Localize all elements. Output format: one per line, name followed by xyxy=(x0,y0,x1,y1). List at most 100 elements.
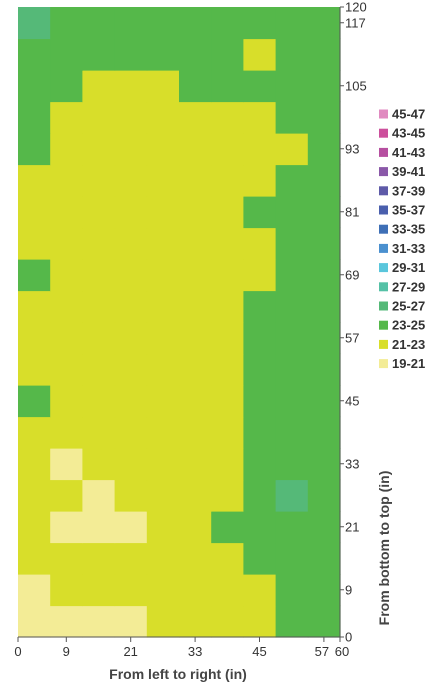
legend: 45-47 43-45 41-43 39-41 37-39 35-37 33-35 31-33… xyxy=(379,107,425,371)
heatmap-cell xyxy=(179,448,212,481)
heatmap-cell xyxy=(82,101,116,134)
heatmap-cell xyxy=(18,353,51,386)
heatmap-cell xyxy=(179,511,212,544)
heatmap-cell xyxy=(275,542,309,575)
heatmap-cell xyxy=(211,227,244,260)
heatmap-cell xyxy=(114,542,148,575)
heatmap-cell xyxy=(18,416,51,449)
heatmap-cell xyxy=(50,38,83,71)
heatmap-cell xyxy=(275,101,309,134)
heatmap-cell xyxy=(114,574,148,607)
heatmap-cell xyxy=(114,196,148,229)
heatmap-cell xyxy=(179,7,212,40)
heatmap-cell xyxy=(307,70,341,103)
legend-swatch xyxy=(379,167,388,177)
legend-label: 35-37 xyxy=(392,203,425,218)
heatmap-cell xyxy=(146,385,180,418)
heatmap-cell xyxy=(114,38,148,71)
heatmap-cell xyxy=(243,511,277,544)
heatmap-cell xyxy=(243,227,277,260)
heatmap-cell xyxy=(275,70,309,103)
heatmap-cell xyxy=(82,511,116,544)
heatmap-cell xyxy=(275,353,309,386)
heatmap-cell xyxy=(243,290,277,323)
heatmap-cell xyxy=(211,574,244,607)
heatmap-cell xyxy=(82,164,116,197)
heatmap-cell xyxy=(275,605,309,638)
heatmap-cell xyxy=(114,290,148,323)
heatmap-cell xyxy=(307,385,341,418)
heatmap-cell xyxy=(307,322,341,355)
heatmap-cell xyxy=(146,574,180,607)
heatmap-cell xyxy=(82,448,116,481)
heatmap-cell xyxy=(275,164,309,197)
legend-label: 27-29 xyxy=(392,279,425,294)
heatmap-cell xyxy=(50,322,83,355)
legend-swatch xyxy=(379,263,388,273)
heatmap-cell xyxy=(82,416,116,449)
heatmap-cell xyxy=(50,542,83,575)
heatmap-cell xyxy=(114,70,148,103)
heatmap-cell xyxy=(243,133,277,166)
heatmap-cell xyxy=(179,70,212,103)
heatmap-cell xyxy=(50,101,83,134)
heatmap-cell xyxy=(211,164,244,197)
heatmap-cell xyxy=(146,70,180,103)
heatmap-cell xyxy=(179,38,212,71)
heatmap-cell xyxy=(211,38,244,71)
heatmap-cell xyxy=(114,448,148,481)
heatmap-cell xyxy=(18,70,51,103)
heatmap-cell xyxy=(243,574,277,607)
legend-label: 21-23 xyxy=(392,337,425,352)
heatmap-cell xyxy=(114,322,148,355)
heatmap-cell xyxy=(146,511,180,544)
x-tick-label: 21 xyxy=(123,644,137,659)
heatmap-cell xyxy=(179,227,212,260)
heatmap-cell xyxy=(50,511,83,544)
heatmap-cell xyxy=(114,259,148,292)
heatmap-cell xyxy=(243,259,277,292)
heatmap-cell xyxy=(114,353,148,386)
heatmap-cell xyxy=(307,479,341,512)
heatmap-cell xyxy=(275,322,309,355)
heatmap-cell xyxy=(179,605,212,638)
heatmap-cell xyxy=(243,605,277,638)
heatmap-cell xyxy=(82,479,116,512)
legend-swatch xyxy=(379,147,388,157)
legend-label: 25-27 xyxy=(392,299,425,314)
heatmap-cell xyxy=(146,353,180,386)
heatmap-cell xyxy=(307,259,341,292)
legend-swatch xyxy=(379,243,388,253)
heatmap-cell xyxy=(307,353,341,386)
heatmap-cell xyxy=(211,416,244,449)
y-tick-label: 81 xyxy=(345,204,359,219)
heatmap-cell xyxy=(275,290,309,323)
heatmap-cell xyxy=(18,259,51,292)
legend-swatch xyxy=(379,282,388,292)
heatmap-cell xyxy=(50,353,83,386)
legend-swatch xyxy=(379,301,388,311)
heatmap-cell xyxy=(275,479,309,512)
heatmap-cell xyxy=(243,101,277,134)
heatmap-cell xyxy=(179,322,212,355)
heatmap-cell xyxy=(50,133,83,166)
heatmap-cell xyxy=(211,322,244,355)
heatmap-cell xyxy=(82,322,116,355)
heatmap-cell xyxy=(307,227,341,260)
legend-label: 23-25 xyxy=(392,318,425,333)
legend-swatch xyxy=(379,339,388,349)
heatmap-cell xyxy=(82,70,116,103)
heatmap-cell xyxy=(243,479,277,512)
heatmap-cell xyxy=(179,259,212,292)
y-tick-label: 105 xyxy=(345,78,367,93)
heatmap-cell xyxy=(146,7,180,40)
heatmap-cell xyxy=(211,7,244,40)
heatmap-cell xyxy=(114,101,148,134)
heatmap-cell xyxy=(50,227,83,260)
heatmap-cell xyxy=(18,479,51,512)
heatmap-cell xyxy=(82,227,116,260)
heatmap-cell xyxy=(243,542,277,575)
heatmap-cell xyxy=(179,133,212,166)
heatmap-cell xyxy=(18,574,51,607)
